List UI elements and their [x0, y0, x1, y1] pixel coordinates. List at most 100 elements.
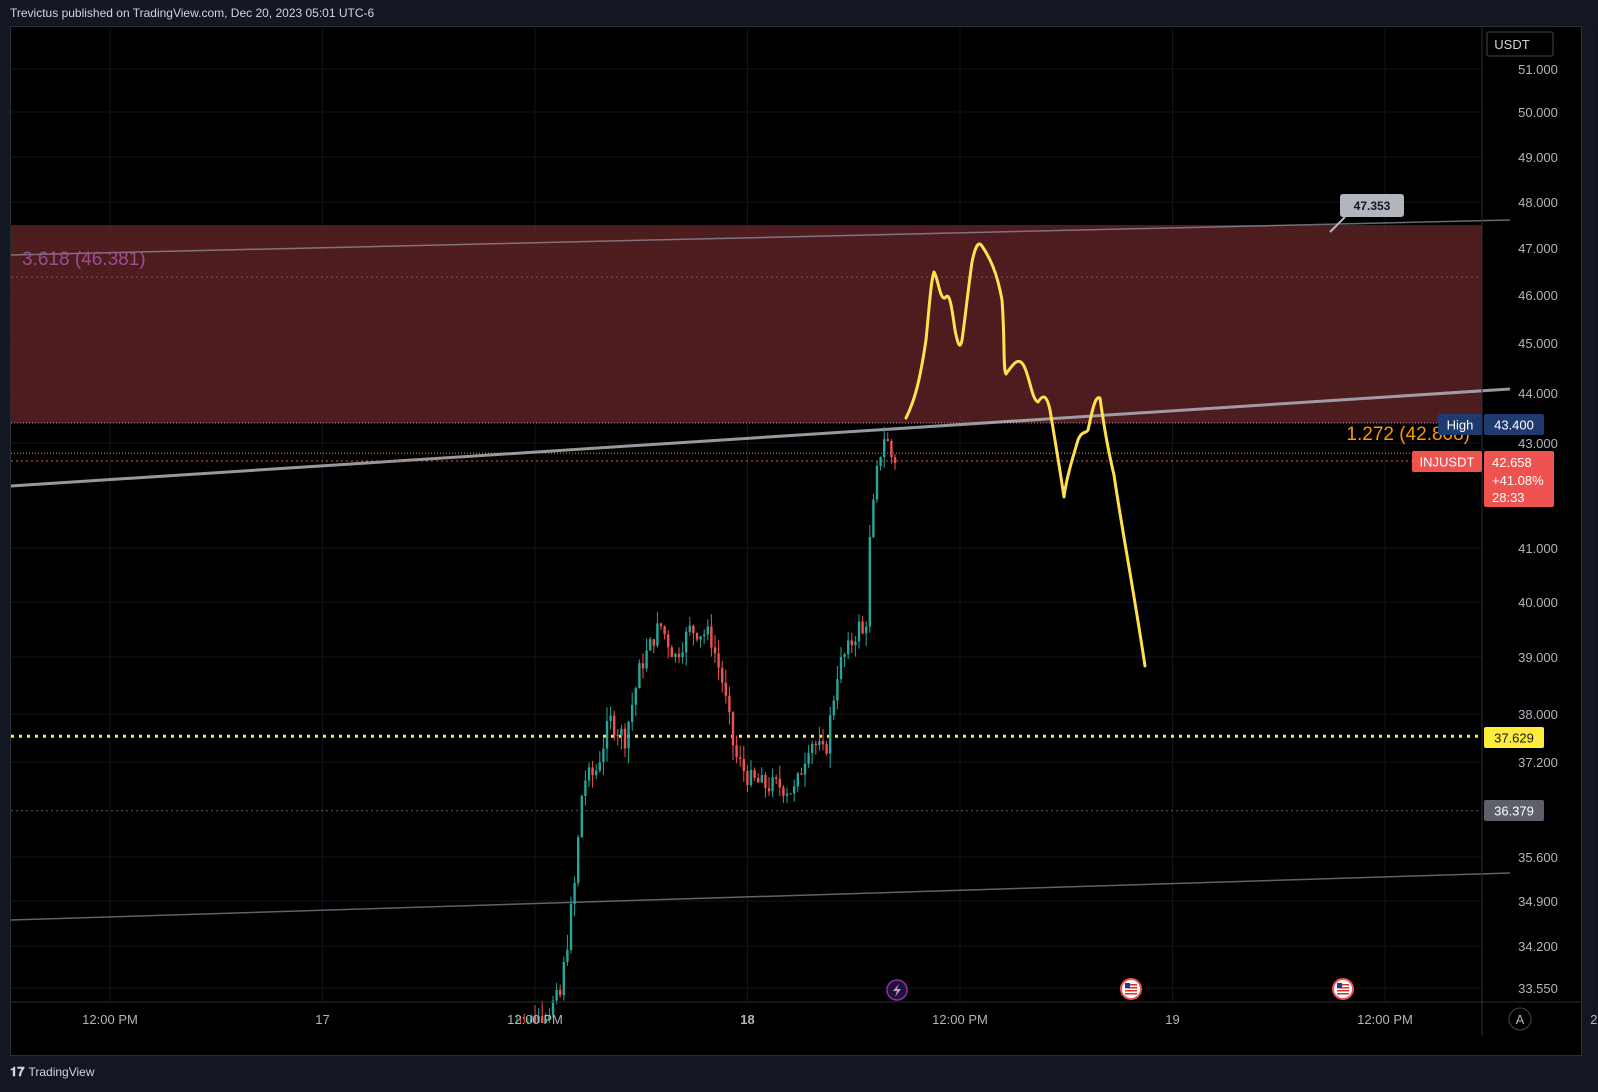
event-icons[interactable]	[886, 978, 1354, 1001]
candle-body	[854, 641, 857, 646]
candle-body	[688, 625, 691, 632]
candle-body	[724, 682, 727, 696]
candle-body	[789, 793, 792, 795]
time-tick-label: 17	[315, 1012, 329, 1027]
candle-body	[659, 623, 663, 627]
candle-body	[735, 745, 738, 758]
lower-channel-line	[11, 872, 1510, 921]
time-axis[interactable]: 12:00 PM 17 12:00 PM 18 12:00 PM 19 12:00 PM 20…	[11, 1001, 1598, 1031]
candle-body	[631, 704, 634, 722]
candle-body	[843, 654, 846, 657]
candle-body	[652, 639, 655, 646]
candle-body	[634, 688, 637, 705]
candle-body	[605, 720, 609, 749]
candle-body	[775, 777, 778, 779]
last-price-tag	[1484, 451, 1554, 507]
price-tick-label: 46.000	[1518, 288, 1558, 303]
resistance-zone	[11, 225, 1482, 454]
middle-channel-line	[11, 387, 1510, 488]
candle-body	[685, 631, 688, 653]
trend-lines	[11, 219, 1510, 921]
candle-body	[587, 767, 591, 781]
price-tick-label: 34.200	[1518, 939, 1558, 954]
candle-body	[771, 777, 774, 792]
flag-stripe	[1337, 984, 1349, 986]
us-flag-event-icon[interactable]	[1120, 978, 1142, 1000]
candle-body	[620, 728, 623, 736]
price-tick-label: 43.000	[1518, 436, 1558, 451]
candle-body	[865, 626, 868, 634]
currency-button-label: USDT	[1494, 37, 1529, 52]
candle-body	[749, 770, 753, 786]
flag-stripe	[1125, 993, 1137, 995]
candle-body	[541, 1016, 544, 1023]
candle-body	[595, 770, 598, 776]
auto-scale-button[interactable]	[1508, 1007, 1532, 1031]
candle-body	[598, 762, 601, 771]
candle-body	[800, 773, 803, 775]
candle-body	[839, 656, 843, 680]
price-tick-label: 44.000	[1518, 386, 1558, 401]
candle-body	[530, 1015, 533, 1023]
candle-body	[782, 787, 785, 796]
price-tick-label: 49.000	[1518, 150, 1558, 165]
candle-body	[613, 715, 616, 736]
candle-body	[760, 774, 763, 783]
candle-body	[580, 795, 583, 838]
candle-body	[832, 700, 835, 716]
candle-body	[757, 777, 760, 783]
candle-body	[641, 663, 645, 669]
candle-body	[868, 537, 871, 627]
upper-channel-line	[11, 219, 1510, 256]
candle-body	[526, 1022, 529, 1023]
candle-body	[796, 773, 799, 787]
candle-body	[746, 771, 749, 786]
price-tick-label: 34.900	[1518, 894, 1558, 909]
time-tick-label: 12:00 PM	[1357, 1012, 1413, 1027]
currency-button[interactable]	[1486, 31, 1554, 57]
candle-body	[713, 647, 717, 654]
yellow-projection-path	[904, 242, 1147, 668]
line-price-callout	[1340, 194, 1404, 217]
candle-body	[591, 767, 594, 776]
line-price-callout-pointer	[1329, 216, 1346, 233]
candle-body	[778, 778, 781, 788]
time-tick-label: 19	[1165, 1012, 1179, 1027]
last-price-value: 42.658	[1492, 455, 1532, 470]
footer-brand: 𝟏𝟕 TradingView	[10, 1064, 95, 1080]
line-price-callout-text: 47.353	[1354, 199, 1391, 213]
high-label-tag	[1438, 414, 1482, 435]
flag-stripe	[1125, 990, 1137, 992]
level-value-tag-text: 36.379	[1494, 804, 1534, 819]
us-flag-event-icon[interactable]	[1332, 978, 1354, 1000]
candle-body	[893, 457, 897, 464]
price-axis[interactable]: 51.000 50.000 49.000 48.000 47.000 46.000 45.0…	[1412, 27, 1558, 1036]
flag-canton	[1125, 983, 1130, 988]
candle-countdown: 28:33	[1492, 490, 1525, 505]
support-value-tag	[1484, 727, 1544, 748]
candle-body	[551, 1000, 555, 1015]
price-tick-label: 37.200	[1518, 755, 1558, 770]
candle-body	[742, 759, 745, 772]
candle-body	[692, 625, 695, 634]
publish-header: Trevictus published on TradingView.com, …	[10, 6, 375, 20]
candle-body	[533, 1015, 537, 1023]
time-tick-label: 12:00 PM	[82, 1012, 138, 1027]
candle-body	[861, 621, 864, 634]
price-tick-label: 33.550	[1518, 981, 1558, 996]
candle-body	[717, 653, 720, 668]
candle-body	[555, 990, 558, 1001]
support-value-tag-text: 37.629	[1494, 731, 1534, 746]
candle-body	[847, 640, 850, 655]
chart-frame[interactable]	[10, 26, 1582, 1056]
candle-body	[753, 770, 756, 778]
candle-body	[649, 639, 652, 651]
high-label-tag-text: High	[1447, 418, 1474, 433]
lightning-glyph	[893, 984, 901, 997]
price-tick-label: 48.000	[1518, 195, 1558, 210]
candle-body	[821, 741, 825, 745]
candle-body	[728, 695, 731, 713]
auto-scale-label: A	[1516, 1012, 1525, 1027]
candle-body	[548, 1014, 551, 1021]
